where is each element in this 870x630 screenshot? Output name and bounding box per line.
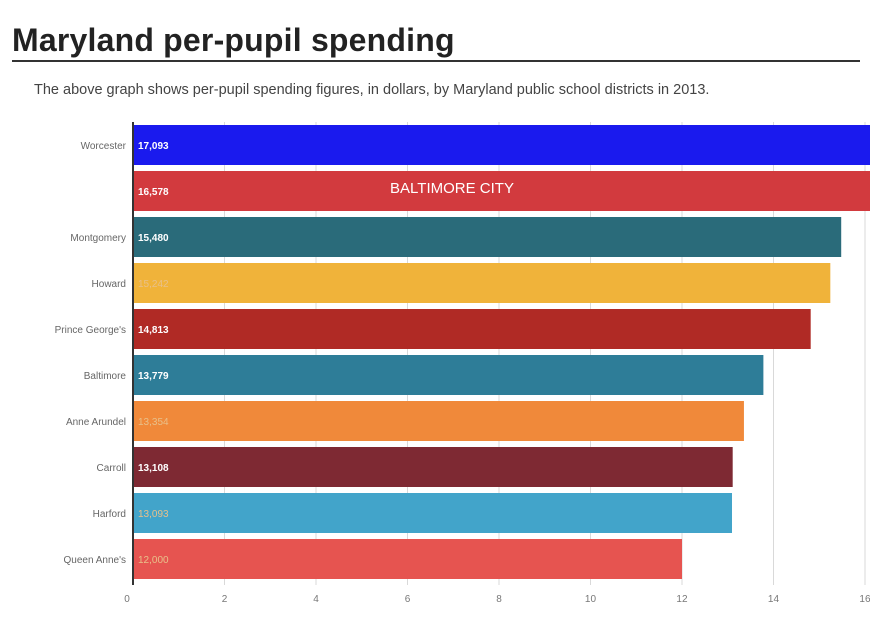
value-label: 17,093: [138, 141, 169, 152]
x-tick-label: 10: [585, 594, 597, 605]
value-label: 13,108: [138, 463, 169, 474]
bar: [133, 493, 733, 533]
category-label: Baltimore: [84, 371, 127, 382]
value-label: 13,093: [138, 509, 169, 520]
bar: [133, 263, 831, 303]
x-tick-label: 14: [768, 594, 780, 605]
value-label: 15,242: [138, 279, 169, 290]
chart-title: Maryland per-pupil spending: [12, 22, 455, 58]
value-label: 14,813: [138, 325, 169, 336]
value-label: 13,779: [138, 371, 169, 382]
bar: [133, 309, 811, 349]
x-tick-label: 4: [313, 594, 319, 605]
category-label: Anne Arundel: [66, 417, 126, 428]
title-divider: [12, 60, 860, 62]
category-label: Montgomery: [70, 233, 126, 244]
x-tick-label: 0: [124, 594, 130, 605]
category-label: Harford: [93, 509, 126, 520]
bar: [133, 355, 764, 395]
value-label: 16,578: [138, 187, 169, 198]
chart-subtitle: The above graph shows per-pupil spending…: [34, 82, 710, 98]
bar: [133, 125, 870, 165]
bar: [133, 217, 842, 257]
x-tick-label: 2: [222, 594, 228, 605]
category-label: Howard: [92, 279, 126, 290]
bar: [133, 539, 682, 579]
category-label: Carroll: [97, 463, 126, 474]
x-tick-label: 12: [676, 594, 688, 605]
bar-annotation: BALTIMORE CITY: [390, 180, 514, 197]
x-tick-label: 6: [405, 594, 411, 605]
value-label: 12,000: [138, 555, 169, 566]
category-label: Worcester: [81, 141, 127, 152]
category-label: Queen Anne's: [63, 555, 126, 566]
bar: [133, 401, 744, 441]
x-tick-label: 16: [859, 594, 870, 605]
bar: [133, 171, 870, 211]
bar: [133, 447, 733, 487]
category-label: Prince George's: [55, 325, 126, 336]
value-label: 15,480: [138, 233, 169, 244]
x-tick-label: 8: [496, 594, 502, 605]
value-label: 13,354: [138, 417, 169, 428]
